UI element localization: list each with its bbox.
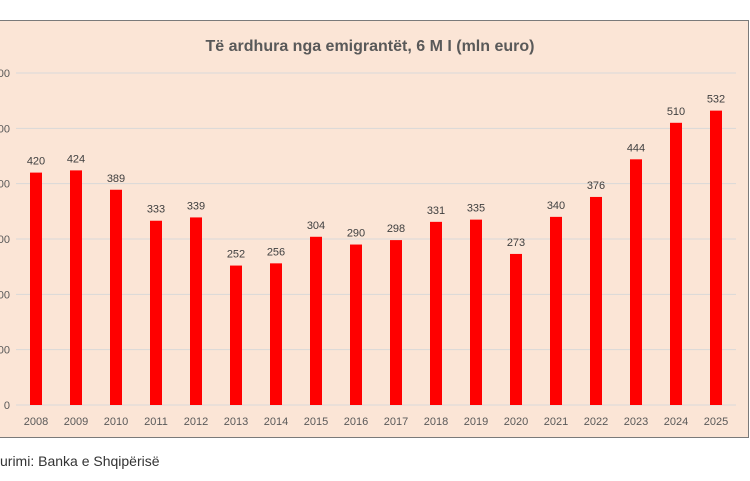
data-label-2023: 444 [627,142,645,154]
data-label-2024: 510 [667,106,685,118]
x-tick-label-2009: 2009 [64,416,88,428]
x-tick-label-2024: 2024 [664,416,688,428]
x-axis-tick-labels: 2008 2009 2010 2011 2012 2013 2014 2015 2016 2017… [24,416,728,428]
data-label-2009: 424 [67,153,85,165]
y-tick-label-600: 600 [0,68,10,80]
data-label-2011: 333 [147,204,165,216]
x-tick-label-2015: 2015 [304,416,328,428]
y-tick-label-0: 0 [4,400,10,412]
x-tick-label-2010: 2010 [104,416,128,428]
bar-2016 [350,244,362,405]
x-tick-label-2011: 2011 [144,416,168,428]
x-tick-label-2018: 2018 [424,416,448,428]
data-label-2016: 290 [347,228,365,240]
x-tick-label-2012: 2012 [184,416,208,428]
x-tick-label-2019: 2019 [464,416,488,428]
x-tick-label-2022: 2022 [584,416,608,428]
bar-2019 [470,219,482,405]
x-tick-label-2021: 2021 [544,416,568,428]
bars [30,110,722,406]
bar-chart: Të ardhura nga emigrantët, 6 M I (mln eu… [0,38,736,428]
data-label-2012: 339 [187,200,205,212]
data-label-2020: 273 [507,237,525,249]
data-label-2014: 256 [267,246,285,258]
x-tick-label-2017: 2017 [384,416,408,428]
y-axis-tick-labels: 0 100 200 300 400 500 600 [0,68,10,412]
bar-2020 [510,253,522,405]
bar-2009 [70,170,82,405]
bar-2011 [150,220,162,405]
gridlines [16,72,736,406]
x-tick-label-2020: 2020 [504,416,528,428]
bar-2022 [590,196,602,405]
chart-panel: Të ardhura nga emigrantët, 6 M I (mln eu… [0,20,749,438]
y-tick-label-300: 300 [0,234,10,246]
x-tick-label-2023: 2023 [624,416,648,428]
bar-2024 [670,122,682,406]
bar-2012 [190,217,202,405]
data-label-2008: 420 [27,156,45,168]
x-tick-label-2008: 2008 [24,416,48,428]
x-tick-label-2016: 2016 [344,416,368,428]
x-tick-label-2013: 2013 [224,416,248,428]
data-label-2022: 376 [587,180,605,192]
bar-2017 [390,240,402,405]
bar-2008 [30,172,42,405]
data-label-2015: 304 [307,220,325,232]
data-label-2017: 298 [387,223,405,235]
bar-2023 [630,159,642,405]
chart-figure: Të ardhura nga emigrantët, 6 M I (mln eu… [0,20,750,438]
x-tick-label-2014: 2014 [264,416,288,428]
x-tick-label-2025: 2025 [704,416,728,428]
y-tick-label-400: 400 [0,179,10,191]
data-label-2010: 389 [107,173,125,185]
data-labels: 420 424 389 333 339 252 256 304 290 298 331 335 273 3… [27,94,725,261]
bar-2014 [270,263,282,405]
bar-2021 [550,216,562,405]
bar-2013 [230,265,242,405]
data-label-2013: 252 [227,249,245,261]
bar-2015 [310,236,322,405]
y-tick-label-500: 500 [0,123,10,135]
bar-2025 [710,110,722,406]
bar-2018 [430,221,442,405]
bar-2010 [110,189,122,405]
data-label-2025: 532 [707,94,725,106]
data-label-2019: 335 [467,203,485,215]
data-label-2018: 331 [427,205,445,217]
y-tick-label-100: 100 [0,345,10,357]
chart-title: Të ardhura nga emigrantët, 6 M I (mln eu… [206,38,535,55]
source-caption: urimi: Banka e Shqipërisë [0,453,160,469]
y-tick-label-200: 200 [0,289,10,301]
data-label-2021: 340 [547,200,565,212]
